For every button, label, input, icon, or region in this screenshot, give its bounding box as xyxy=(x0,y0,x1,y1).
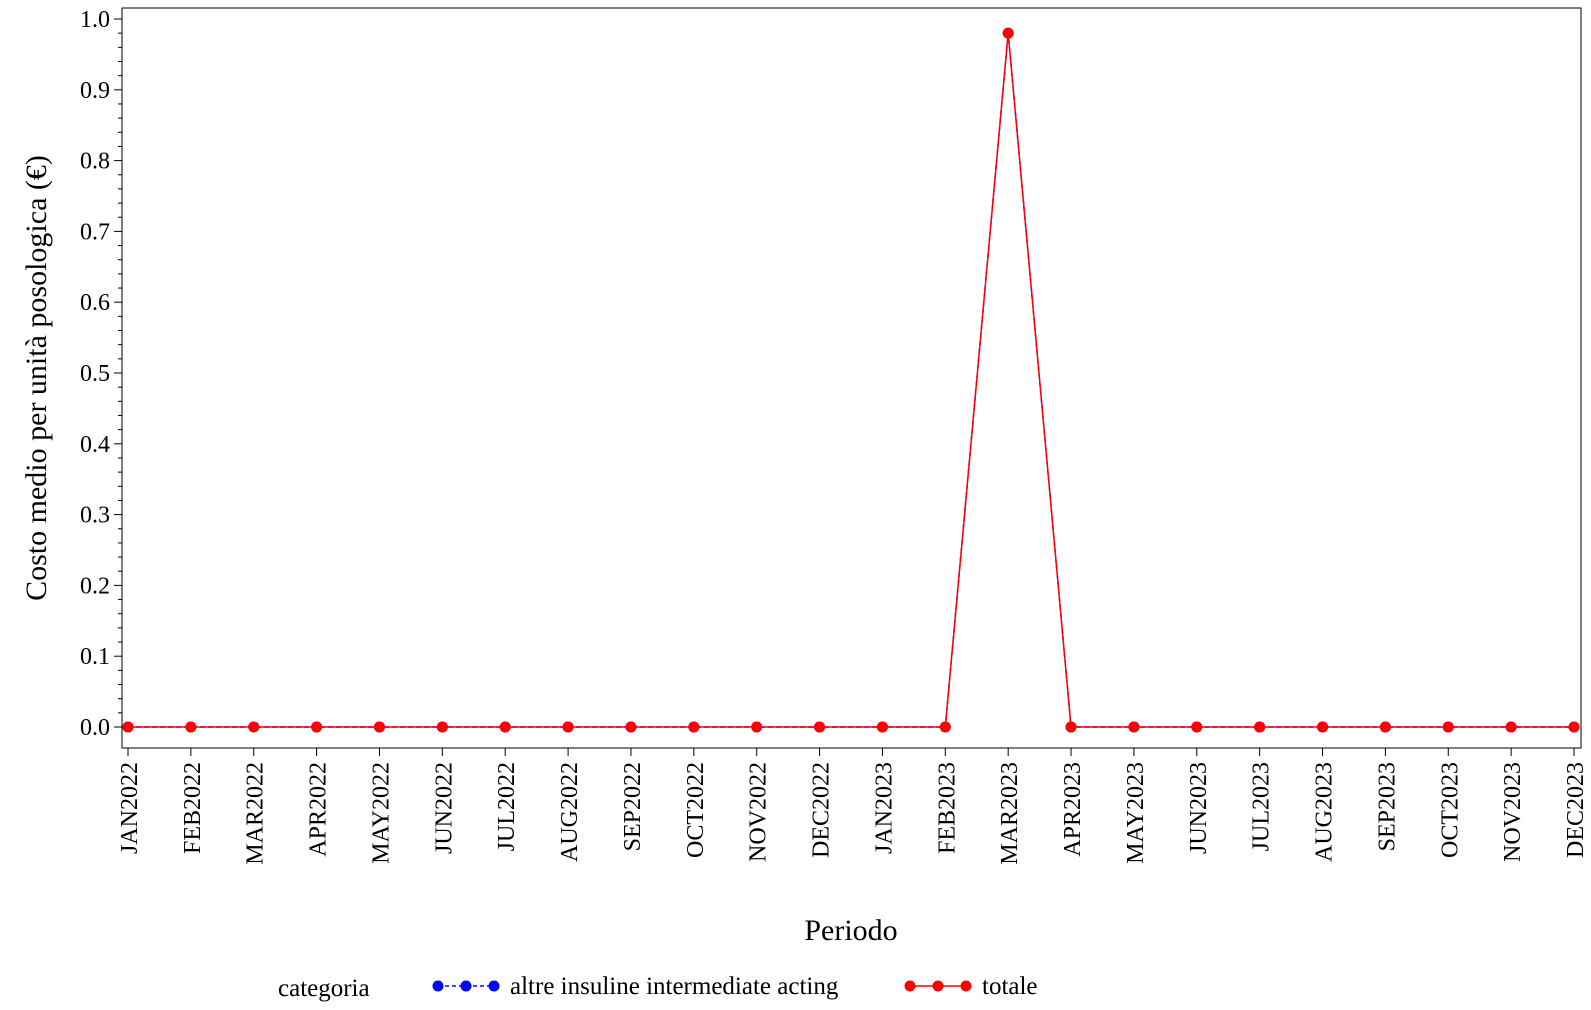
x-axis-label: Periodo xyxy=(804,914,897,947)
data-point-1 xyxy=(1191,721,1203,733)
x-tick-label: FEB2022 xyxy=(180,762,206,854)
data-point-1 xyxy=(1317,721,1329,733)
data-point-1 xyxy=(939,721,951,733)
x-tick-label: DEC2023 xyxy=(1563,762,1589,858)
data-point-1 xyxy=(1442,721,1454,733)
legend-marker xyxy=(904,980,916,992)
x-tick-label: SEP2022 xyxy=(620,762,646,851)
legend-marker xyxy=(488,980,500,992)
data-point-1 xyxy=(1505,721,1517,733)
data-point-1 xyxy=(876,721,888,733)
data-point-1 xyxy=(248,721,260,733)
y-tick-label: 0.9 xyxy=(80,78,110,104)
x-tick-label: JAN2023 xyxy=(871,762,897,854)
x-tick-label: APR2023 xyxy=(1060,762,1086,857)
data-point-1 xyxy=(625,721,637,733)
x-tick-label: DEC2022 xyxy=(809,762,835,858)
x-tick-label: MAY2023 xyxy=(1123,762,1149,864)
data-point-1 xyxy=(311,721,323,733)
x-tick-label: JAN2022 xyxy=(117,762,143,854)
data-point-1 xyxy=(1128,721,1140,733)
x-tick-label: JUN2023 xyxy=(1186,762,1212,854)
y-tick-label: 0.0 xyxy=(80,715,110,741)
data-point-1 xyxy=(814,721,826,733)
legend-marker xyxy=(432,980,444,992)
legend: categoria altre insuline intermediate ac… xyxy=(278,973,1038,1002)
legend-item-totale: totale xyxy=(904,973,1038,1000)
x-tick-label: OCT2023 xyxy=(1437,762,1463,858)
data-point-1 xyxy=(185,721,197,733)
series-line-0 xyxy=(128,33,1574,728)
y-tick-label: 0.8 xyxy=(80,149,110,175)
data-point-1 xyxy=(499,721,511,733)
data-point-1 xyxy=(1065,721,1077,733)
y-tick-label: 0.5 xyxy=(80,361,110,387)
legend-marker xyxy=(460,980,472,992)
data-point-1 xyxy=(562,721,574,733)
x-tick-label: OCT2022 xyxy=(683,762,709,858)
data-point-1 xyxy=(1379,721,1391,733)
y-tick-label: 0.6 xyxy=(80,290,110,316)
data-point-1 xyxy=(122,721,134,733)
x-tick-label: JUN2022 xyxy=(431,762,457,854)
y-axis: 0.0 0.1 0.2 0.3 0.4 0.5 0.6 0.7 0.8 0.9 1.0 xyxy=(80,7,122,741)
x-tick-label: AUG2023 xyxy=(1312,762,1338,862)
y-tick-label: 0.4 xyxy=(80,432,110,458)
legend-marker xyxy=(960,980,972,992)
legend-marker xyxy=(932,980,944,992)
data-point-1 xyxy=(751,721,763,733)
plot-frame xyxy=(121,7,1582,749)
x-tick-label: NOV2022 xyxy=(746,762,772,862)
series-line-1 xyxy=(128,33,1574,728)
data-point-1 xyxy=(436,721,448,733)
legend-title: categoria xyxy=(278,975,370,1002)
x-axis: JAN2022 FEB2022 MAR2022 APR2022 MAY2022 JUN20… xyxy=(117,748,1589,865)
y-axis-label: Costo medio per unità posologica (€) xyxy=(20,155,53,601)
x-tick-label: NOV2023 xyxy=(1500,762,1526,862)
y-tick-label: 0.3 xyxy=(80,503,110,529)
data-point-1 xyxy=(1254,721,1266,733)
y-tick-label: 1.0 xyxy=(80,7,110,33)
data-point-1 xyxy=(1568,721,1580,733)
data-point-1 xyxy=(688,721,700,733)
x-tick-label: MAY2022 xyxy=(368,762,394,864)
data-point-1 xyxy=(373,721,385,733)
x-tick-label: AUG2022 xyxy=(557,762,583,862)
data-point-1 xyxy=(1002,27,1014,39)
x-tick-label: FEB2023 xyxy=(934,762,960,854)
x-tick-label: JUL2023 xyxy=(1249,762,1275,851)
y-tick-label: 0.7 xyxy=(80,219,110,245)
x-tick-label: JUL2022 xyxy=(494,762,520,851)
x-tick-label: MAR2023 xyxy=(997,762,1023,865)
x-tick-label: APR2022 xyxy=(306,762,332,857)
x-tick-label: MAR2022 xyxy=(243,762,269,865)
legend-label: altre insuline intermediate acting xyxy=(510,973,839,1000)
series-layer xyxy=(122,27,1580,733)
y-tick-label: 0.1 xyxy=(80,644,110,670)
y-tick-label: 0.2 xyxy=(80,573,110,599)
x-tick-label: SEP2023 xyxy=(1374,762,1400,851)
legend-label: totale xyxy=(982,973,1038,1000)
legend-item-altre-insuline: altre insuline intermediate acting xyxy=(432,973,839,1000)
